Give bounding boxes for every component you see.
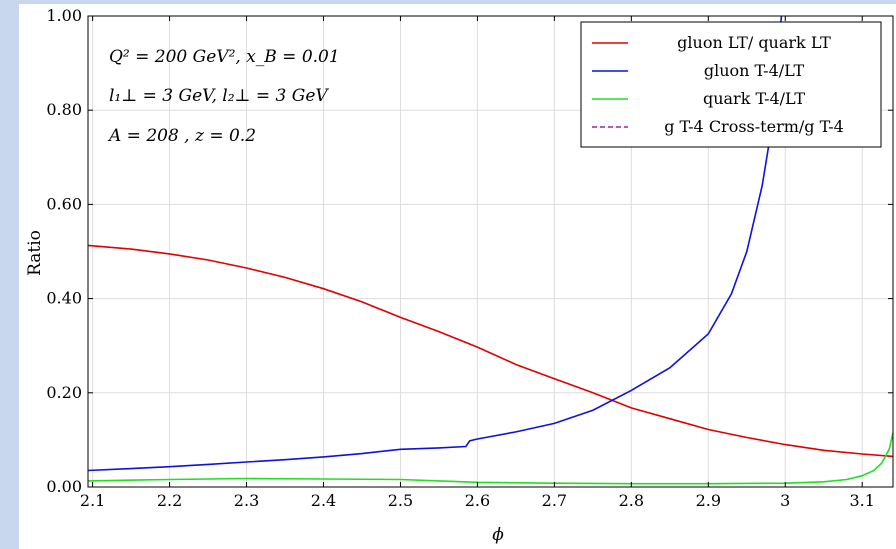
annotation-line-2: l₁⊥ = 3 GeV, l₂⊥ = 3 GeV	[109, 86, 329, 106]
y-tick-label-1: 0.20	[46, 383, 82, 402]
series-line-0	[87, 244, 894, 458]
y-tick-label-4: 0.80	[46, 100, 82, 119]
series-line-2	[87, 432, 894, 485]
top-border-band	[0, 0, 896, 4]
y-tick-label-3: 0.60	[46, 194, 82, 213]
legend-label-0: gluon LT/ quark LT	[677, 33, 831, 52]
plot-area-frame	[87, 15, 894, 488]
y-tick-label-0: 0.00	[46, 477, 82, 496]
x-tick-label-1: 2.2	[157, 491, 182, 510]
y-tick-label-2: 0.40	[46, 289, 82, 308]
annotation-line-3: A = 208 , z = 0.2	[107, 126, 256, 146]
legend: gluon LT/ quark LT gluon T-4/LT quark T-4/…	[580, 21, 882, 148]
x-tick-label-7: 2.8	[619, 491, 644, 510]
left-border-band	[0, 0, 19, 549]
legend-label-1: gluon T-4/LT	[704, 61, 805, 80]
legend-box	[580, 21, 882, 148]
x-tick-label-2: 2.3	[234, 491, 259, 510]
x-tick-label-8: 2.9	[696, 491, 721, 510]
annotation-line-1: Q² = 200 GeV², x_B = 0.01	[109, 47, 340, 67]
x-tick-label-10: 3.1	[849, 491, 874, 510]
annotation-block: Q² = 200 GeV², x_B = 0.01 l₁⊥ = 3 GeV, l…	[107, 47, 340, 146]
series-group	[87, 15, 894, 485]
x-tick-label-4: 2.5	[388, 491, 413, 510]
y-axis-label: Ratio	[25, 230, 45, 276]
legend-label-3: g T-4 Cross-term/g T-4	[664, 117, 844, 136]
legend-label-2: quark T-4/LT	[703, 89, 805, 108]
x-tick-label-6: 2.7	[542, 491, 567, 510]
x-axis-ticks: 2.1 2.2 2.3 2.4 2.5 2.6 2.7 2.8 2.9 3 3.1	[80, 16, 875, 510]
x-axis-label: ϕ	[492, 525, 504, 545]
series-line-1	[87, 15, 783, 472]
y-axis-ticks: 0.00 0.20 0.40 0.60 0.80 1.00	[46, 6, 893, 496]
x-tick-label-9: 3	[780, 491, 790, 510]
x-tick-label-5: 2.6	[465, 491, 490, 510]
x-tick-label-3: 2.4	[311, 491, 336, 510]
y-tick-label-5: 1.00	[46, 6, 82, 25]
x-tick-label-0: 2.1	[80, 491, 105, 510]
